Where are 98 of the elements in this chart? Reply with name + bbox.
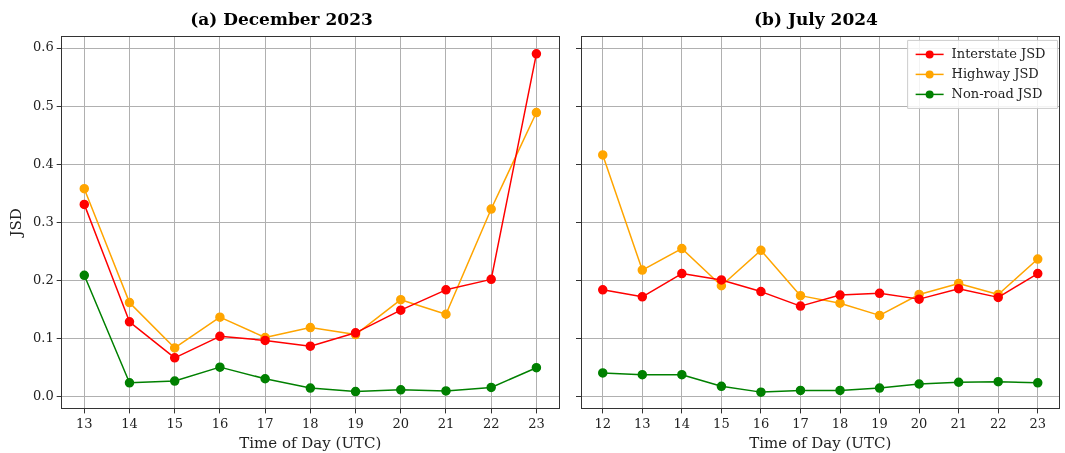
- point: [1033, 268, 1043, 279]
- point: [124, 297, 135, 308]
- x-axis-title: Time of Day (UTC): [749, 433, 892, 452]
- point: [169, 343, 180, 353]
- point: [79, 270, 90, 281]
- point: [124, 378, 135, 388]
- point: [756, 245, 766, 256]
- point: [531, 362, 542, 373]
- point: [1033, 254, 1043, 264]
- point: [169, 376, 180, 386]
- y-tick-label: 0.3: [32, 213, 54, 229]
- point: [677, 268, 687, 279]
- point: [716, 381, 727, 392]
- y-tick-label: 0.0: [32, 388, 54, 404]
- x-tick-label: 22: [482, 415, 500, 431]
- y-tick-label: 0.5: [32, 97, 54, 113]
- x-tick-label: 17: [256, 415, 274, 431]
- point: [305, 341, 316, 351]
- x-tick-label: 23: [528, 415, 545, 431]
- point: [874, 383, 885, 393]
- point: [953, 377, 964, 387]
- chart-title: (b) July 2024: [754, 8, 879, 29]
- point: [441, 386, 451, 396]
- point: [993, 376, 1003, 387]
- point: [260, 374, 270, 384]
- chart-title: (a) December 2023: [190, 8, 373, 29]
- point: [486, 382, 496, 393]
- point: [531, 107, 542, 118]
- point: [215, 312, 225, 322]
- point: [396, 305, 406, 315]
- y-axis-title: JSD: [6, 208, 25, 239]
- x-tick-label: 18: [302, 415, 319, 431]
- point: [441, 285, 451, 295]
- x-tick-label: 13: [76, 415, 93, 431]
- y-tick-label: 0.2: [32, 271, 54, 287]
- x-tick-label: 19: [347, 415, 364, 431]
- point: [874, 288, 885, 299]
- point: [677, 369, 687, 380]
- x-tick-label: 20: [392, 415, 410, 431]
- x-tick-label: 23: [1029, 415, 1047, 431]
- point: [795, 385, 806, 396]
- y-tick-label: 0.1: [32, 330, 54, 346]
- legend-label: Non-road JSD: [951, 85, 1043, 101]
- x-tick-label: 15: [713, 415, 730, 431]
- point: [835, 290, 845, 300]
- point: [795, 301, 806, 311]
- x-tick-label: 14: [673, 415, 691, 431]
- x-tick-label: 15: [166, 415, 183, 431]
- point: [716, 275, 727, 285]
- legend-label: Interstate JSD: [951, 45, 1046, 61]
- point: [598, 368, 608, 378]
- x-tick-label: 21: [950, 415, 967, 431]
- point: [215, 331, 225, 342]
- x-tick-label: 22: [989, 415, 1007, 431]
- point: [756, 286, 766, 297]
- x-tick-label: 16: [211, 415, 229, 431]
- point: [305, 383, 316, 393]
- y-tick-label: 0.4: [32, 155, 54, 171]
- point: [79, 183, 90, 194]
- point: [637, 265, 648, 275]
- point: [441, 309, 451, 319]
- point: [215, 362, 225, 372]
- x-tick-label: 17: [792, 415, 809, 431]
- x-tick-label: 19: [871, 415, 888, 431]
- x-tick-label: 18: [831, 415, 849, 431]
- point: [169, 353, 180, 363]
- point: [124, 317, 135, 327]
- x-axis-title: Time of Day (UTC): [239, 433, 382, 452]
- point: [835, 298, 845, 308]
- point: [531, 49, 542, 59]
- point: [953, 283, 964, 294]
- point: [914, 294, 924, 304]
- x-tick-label: 13: [634, 415, 651, 431]
- x-tick-label: 16: [752, 415, 770, 431]
- x-tick-label: 20: [910, 415, 928, 431]
- point: [486, 274, 496, 285]
- point: [637, 369, 648, 380]
- point: [914, 379, 924, 389]
- x-tick-label: 12: [594, 415, 612, 431]
- point: [637, 292, 648, 302]
- point: [835, 385, 845, 396]
- point: [486, 204, 496, 214]
- point: [756, 387, 766, 397]
- point: [1033, 378, 1043, 388]
- point: [305, 322, 316, 333]
- point: [396, 385, 406, 395]
- x-tick-label: 14: [121, 415, 138, 431]
- x-tick-label: 21: [437, 415, 455, 431]
- point: [677, 243, 687, 254]
- point: [795, 290, 806, 301]
- point: [79, 199, 90, 210]
- legend-label: Highway JSD: [951, 65, 1039, 81]
- point: [350, 386, 361, 397]
- y-tick-label: 0.6: [32, 39, 54, 55]
- point: [396, 294, 406, 305]
- point: [874, 310, 885, 321]
- point: [598, 150, 608, 160]
- point: [598, 285, 608, 295]
